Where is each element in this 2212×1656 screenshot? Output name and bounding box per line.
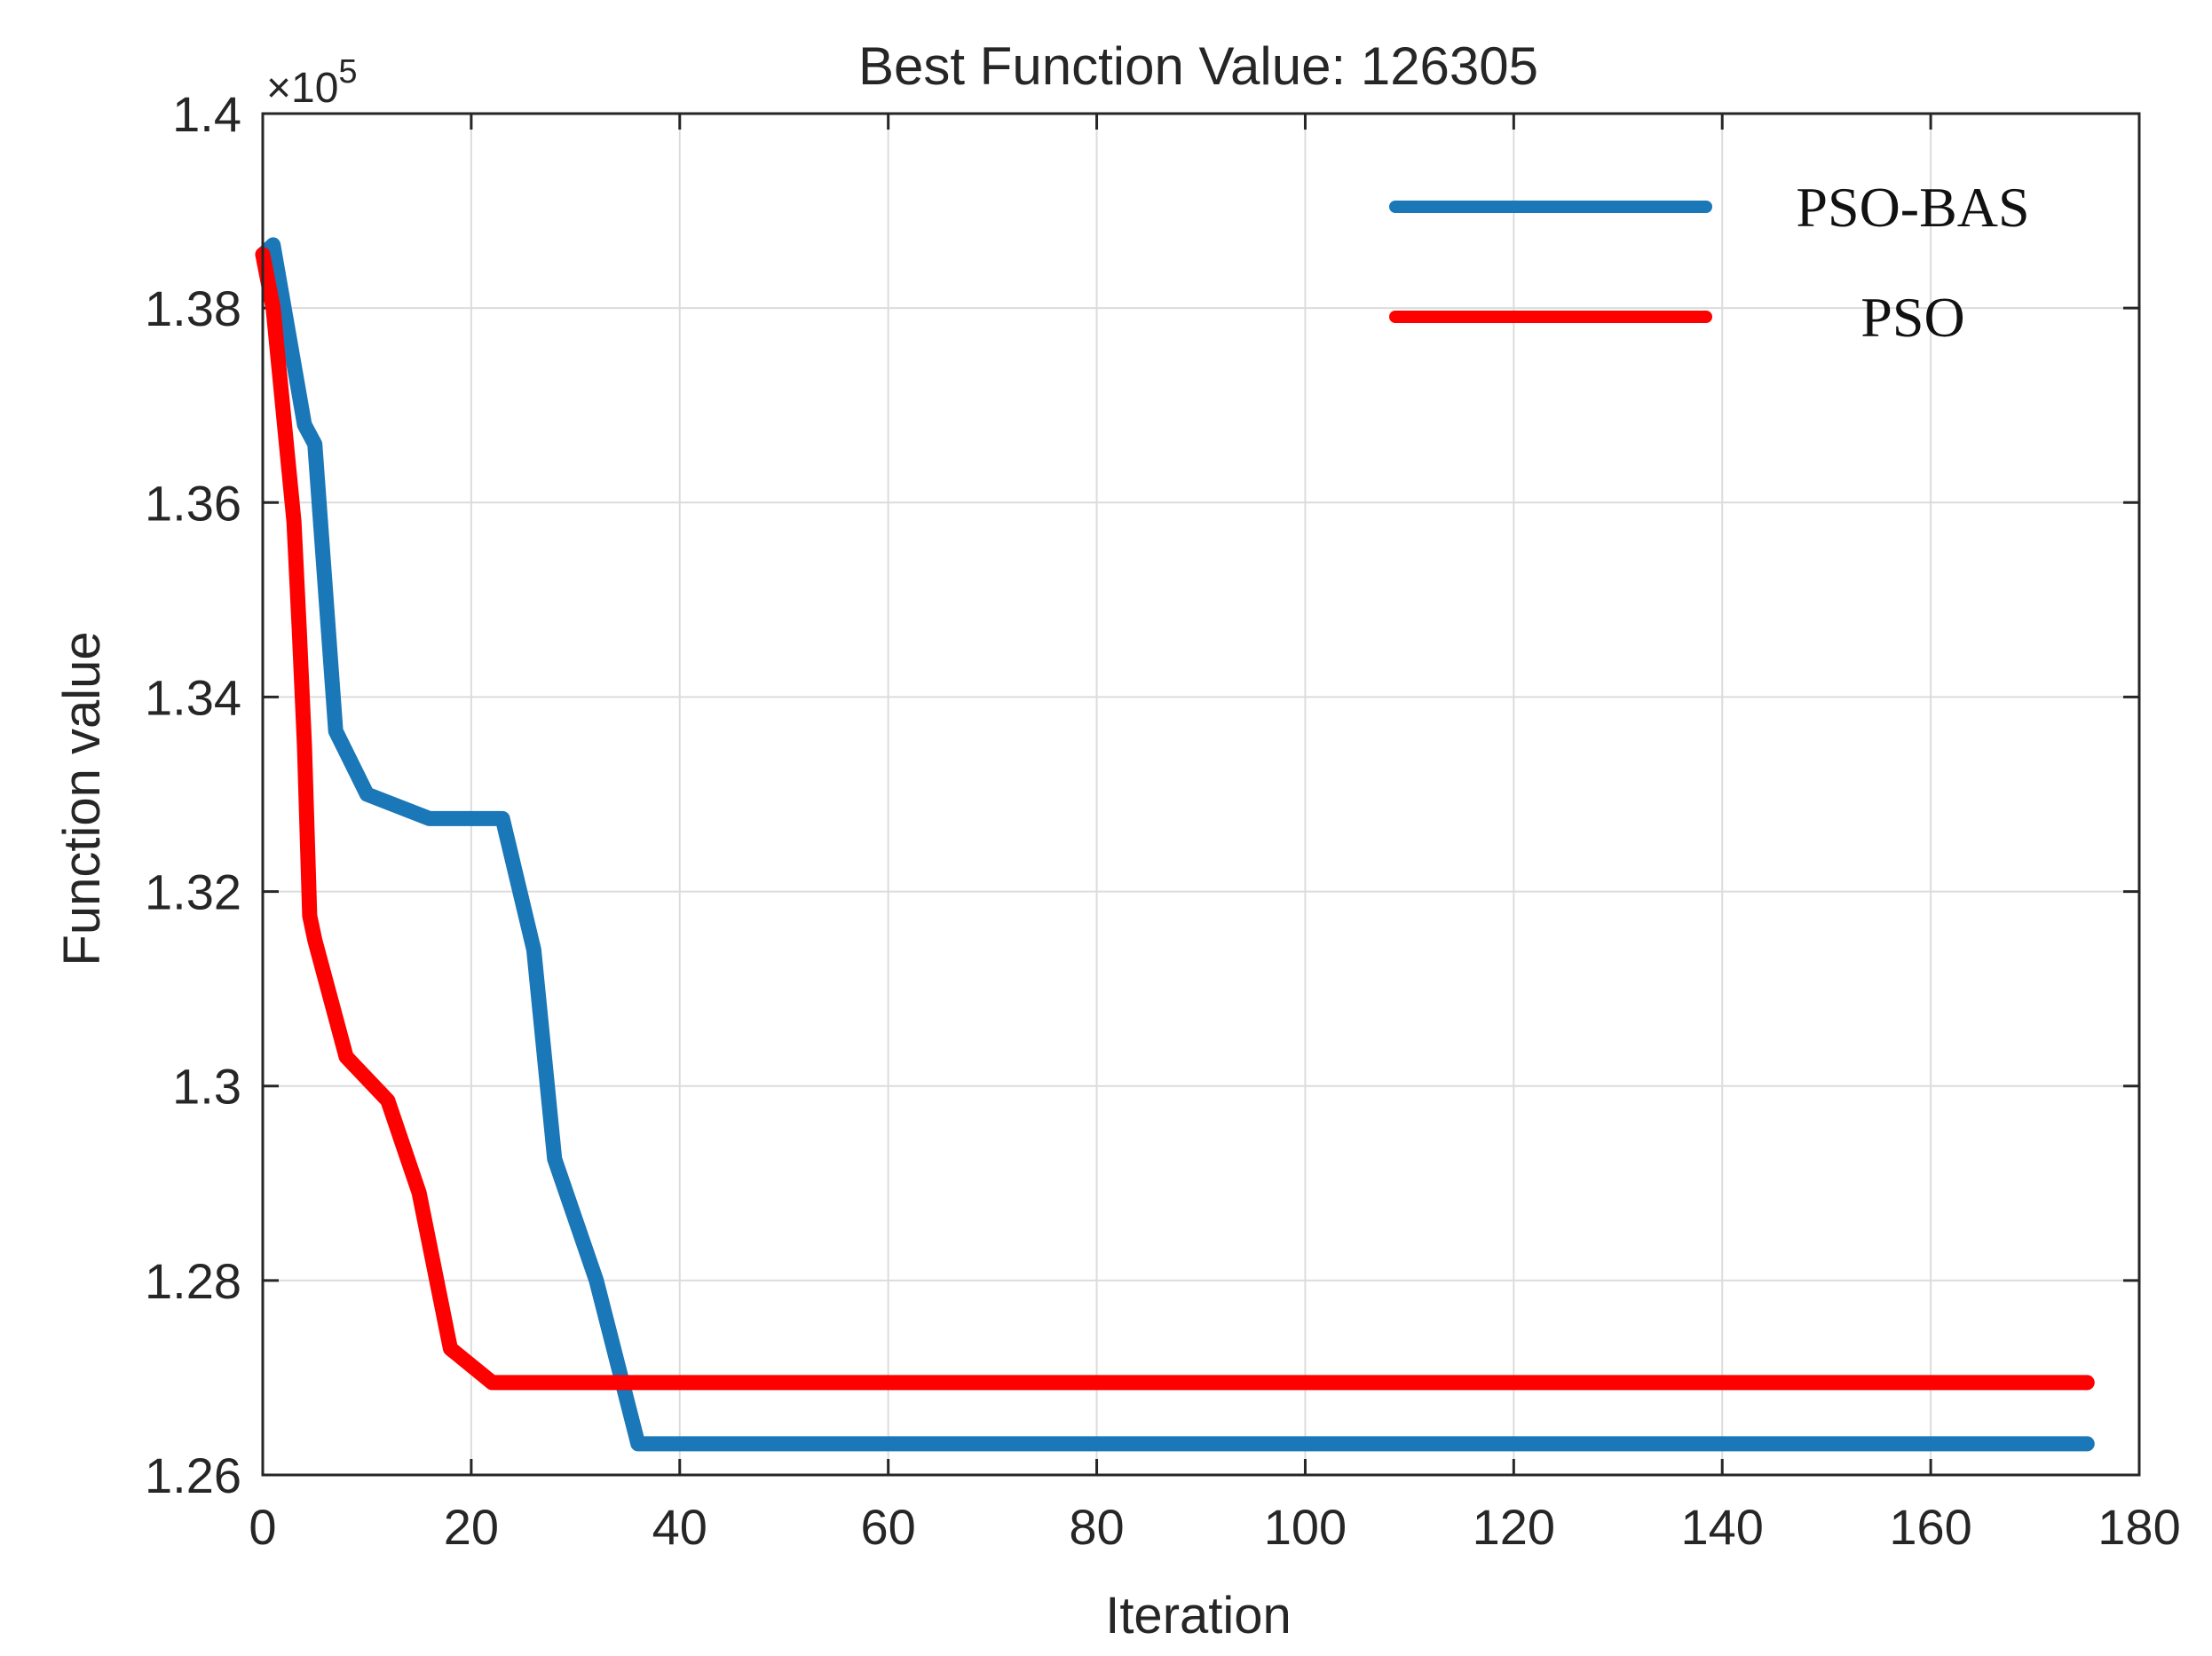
y-tick-label: 1.32 xyxy=(145,864,241,920)
x-tick-label: 0 xyxy=(249,1499,276,1555)
axis-ticks xyxy=(261,112,2141,1477)
y-tick-label: 1.26 xyxy=(145,1447,241,1503)
x-tick-label: 120 xyxy=(1473,1499,1555,1555)
x-tick-label: 100 xyxy=(1264,1499,1347,1555)
grid xyxy=(262,113,2140,1476)
y-tick-label: 1.4 xyxy=(172,86,241,142)
x-tick-label: 160 xyxy=(1889,1499,1971,1555)
series-line-pso-bas xyxy=(255,237,2095,1452)
plot-frame xyxy=(261,112,2141,1477)
legend: PSO-BAS PSO xyxy=(1389,176,2030,349)
legend-label-pso-bas: PSO-BAS xyxy=(1796,176,2029,239)
y-tick-label: 1.34 xyxy=(145,669,241,725)
y-axis-exponent-power: 5 xyxy=(338,53,357,91)
x-tick-label: 20 xyxy=(444,1499,499,1555)
y-tick-label: 1.36 xyxy=(145,475,241,531)
x-tick-label: 140 xyxy=(1681,1499,1764,1555)
axis-labels: 0 20 40 60 80 100 120 140 160 180 1.26 1.28 1.3 1.32 1… xyxy=(145,86,2181,1555)
x-tick-label: 80 xyxy=(1069,1499,1124,1555)
y-tick-label: 1.3 xyxy=(172,1059,241,1115)
series-lines xyxy=(255,237,2095,1452)
x-tick-label: 40 xyxy=(652,1499,707,1555)
x-tick-label: 60 xyxy=(861,1499,916,1555)
y-tick-label: 1.38 xyxy=(145,280,241,336)
x-tick-label: 180 xyxy=(2097,1499,2180,1555)
y-axis-exponent: ×105 xyxy=(266,53,358,112)
y-tick-label: 1.28 xyxy=(145,1253,241,1309)
series-line-pso xyxy=(255,247,2095,1391)
chart-title: Best Function Value: 126305 xyxy=(858,36,1538,96)
x-axis-label: Iteration xyxy=(1105,1587,1292,1644)
y-axis-label: Function value xyxy=(53,631,111,966)
legend-label-pso: PSO xyxy=(1860,286,1964,349)
y-axis-exponent-base: ×10 xyxy=(266,65,338,112)
